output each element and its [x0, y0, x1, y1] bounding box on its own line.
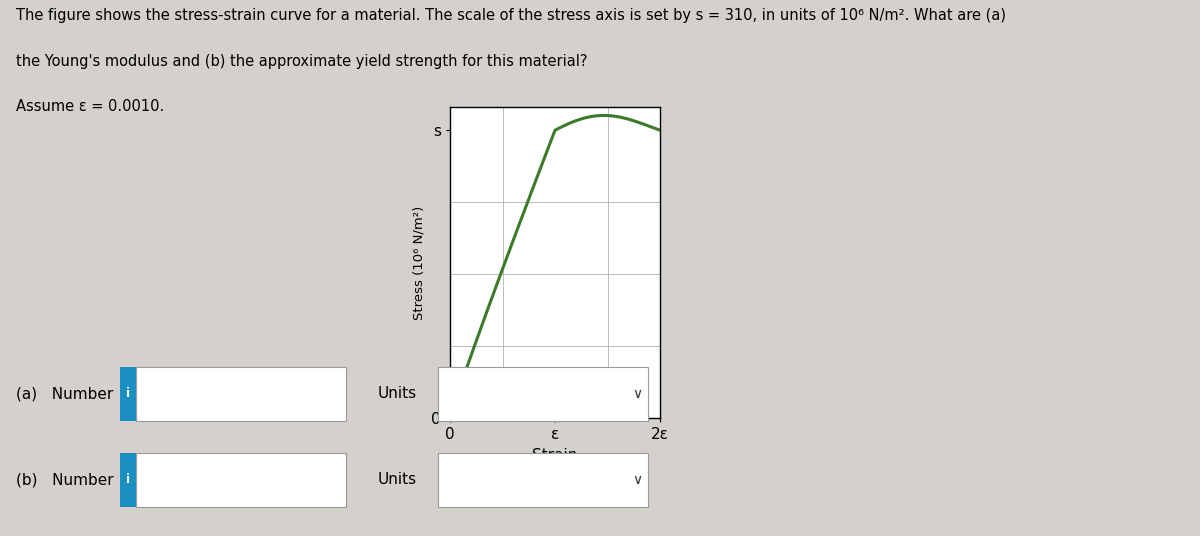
X-axis label: Strain: Strain [533, 448, 577, 463]
Text: (b)   Number: (b) Number [16, 472, 113, 487]
Text: Units: Units [378, 386, 418, 401]
Text: (a)   Number: (a) Number [16, 386, 113, 401]
Y-axis label: Stress (10⁶ N/m²): Stress (10⁶ N/m²) [413, 205, 426, 320]
Text: ∨: ∨ [632, 387, 642, 401]
Text: Assume ε = 0.0010.: Assume ε = 0.0010. [16, 99, 164, 114]
Text: ∨: ∨ [632, 473, 642, 487]
Text: The figure shows the stress-strain curve for a material. The scale of the stress: The figure shows the stress-strain curve… [16, 8, 1006, 23]
Text: the Young's modulus and (b) the approximate yield strength for this material?: the Young's modulus and (b) the approxim… [16, 54, 587, 69]
Text: Units: Units [378, 472, 418, 487]
Text: i: i [126, 388, 130, 400]
Text: i: i [126, 473, 130, 486]
